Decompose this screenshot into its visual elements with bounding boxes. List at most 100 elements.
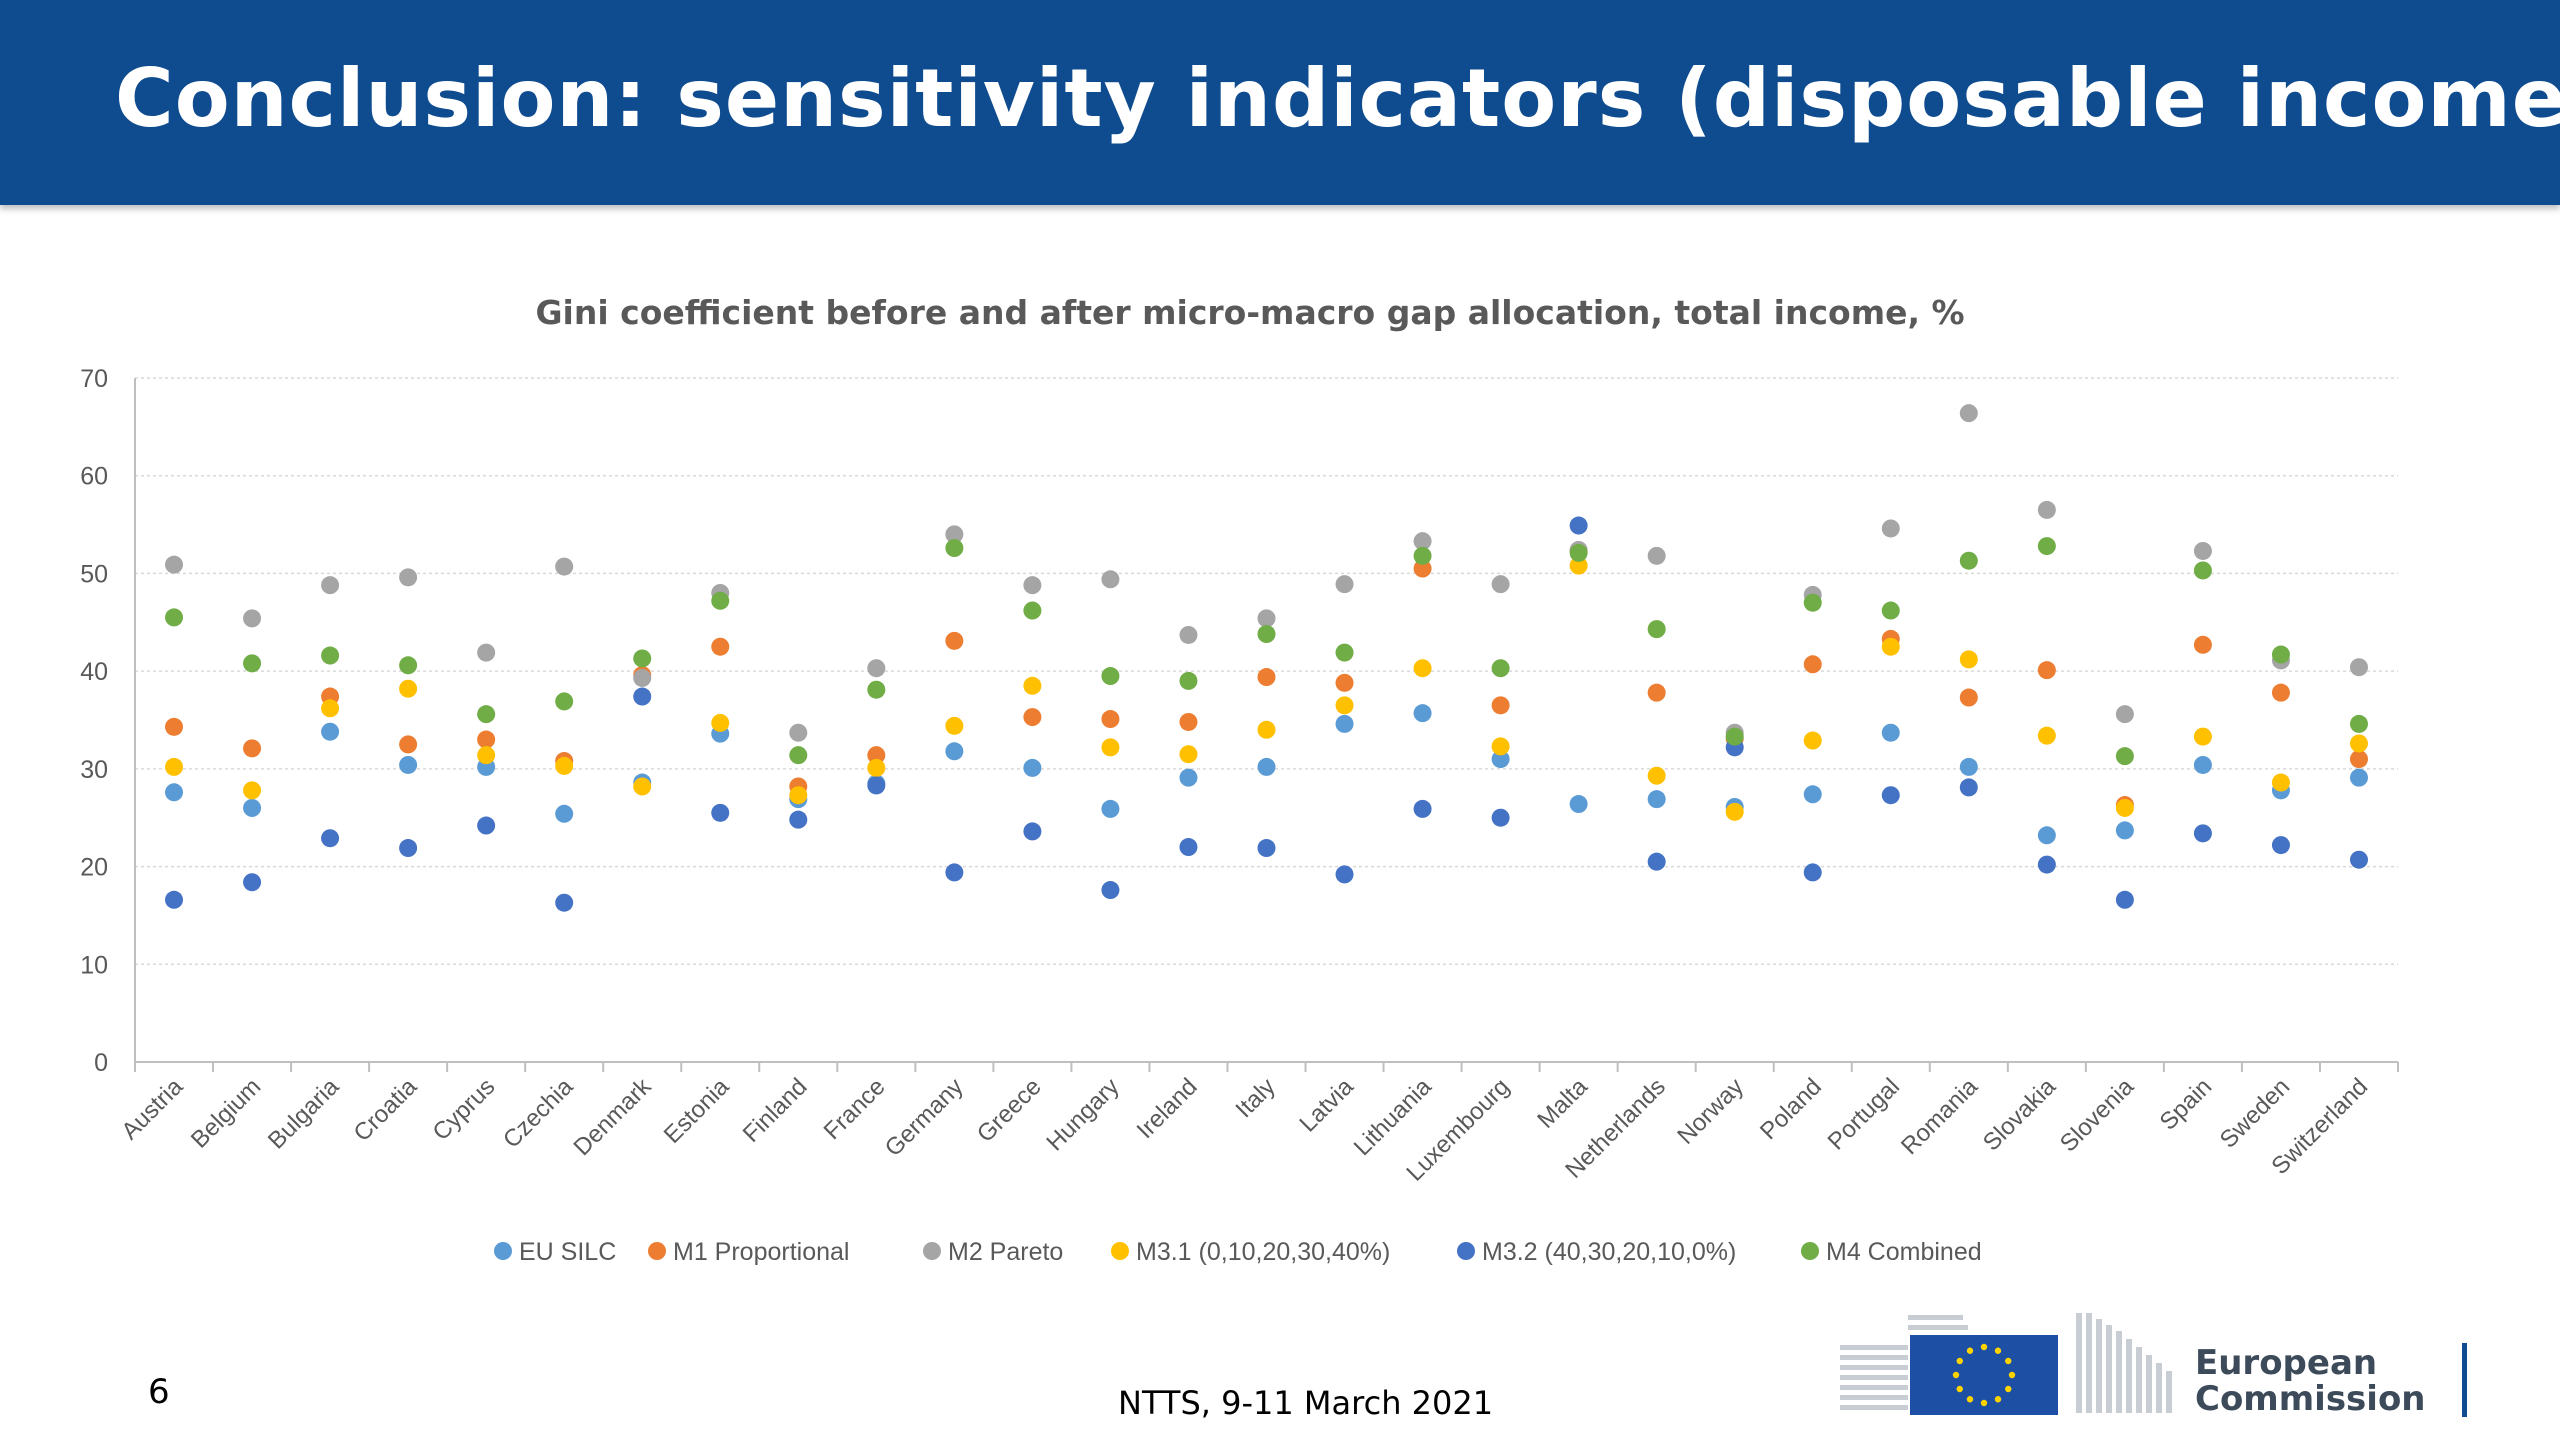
data-point xyxy=(1413,704,1432,723)
data-point xyxy=(1647,683,1666,702)
x-tick-label: Germany xyxy=(880,1073,969,1162)
data-point xyxy=(1803,655,1822,674)
data-point xyxy=(1101,667,1120,686)
data-point xyxy=(1335,714,1354,733)
data-point xyxy=(867,680,886,699)
data-point xyxy=(1023,601,1042,620)
ec-accent-bar xyxy=(2462,1343,2467,1417)
data-point xyxy=(1335,865,1354,884)
data-point xyxy=(2349,768,2368,787)
data-point xyxy=(1959,778,1978,797)
data-point xyxy=(1569,556,1588,575)
data-point xyxy=(1491,696,1510,715)
data-point xyxy=(1959,404,1978,423)
legend-marker xyxy=(494,1242,512,1260)
data-point xyxy=(1257,720,1276,739)
data-point xyxy=(711,803,730,822)
data-point xyxy=(945,716,964,735)
flag-star xyxy=(1994,1396,2002,1403)
legend-marker xyxy=(648,1242,666,1260)
data-point xyxy=(1023,758,1042,777)
data-point xyxy=(1413,799,1432,818)
data-point xyxy=(2037,661,2056,680)
data-point xyxy=(1335,696,1354,715)
legend-item: EU SILC xyxy=(494,1238,616,1266)
data-point xyxy=(165,555,184,574)
data-point xyxy=(789,723,808,742)
data-point xyxy=(1101,738,1120,757)
data-point xyxy=(2115,821,2134,840)
building-stripes-right xyxy=(2076,1313,2172,1413)
legend-marker xyxy=(1457,1242,1475,1260)
data-point xyxy=(1647,852,1666,871)
data-point xyxy=(945,525,964,544)
legend: EU SILC M1 Proportional M2 Pareto M3.1 (0,1… xyxy=(494,1238,1982,1266)
data-point xyxy=(1179,625,1198,644)
data-point xyxy=(2193,755,2212,774)
x-tick-label: Sweden xyxy=(2215,1073,2295,1153)
data-point xyxy=(1257,609,1276,628)
flag-star xyxy=(1994,1347,2002,1354)
data-point xyxy=(1413,532,1432,551)
x-tick-label: Croatia xyxy=(349,1073,423,1147)
x-tick-label: Norway xyxy=(1672,1073,1749,1150)
legend-label: M1 Proportional xyxy=(673,1238,849,1266)
data-point xyxy=(1959,757,1978,776)
data-point xyxy=(1959,650,1978,669)
data-point xyxy=(1023,822,1042,841)
data-point xyxy=(1881,637,1900,656)
data-point xyxy=(1023,576,1042,595)
data-point xyxy=(867,659,886,678)
data-point xyxy=(1569,543,1588,562)
data-point xyxy=(2349,734,2368,753)
x-tick-label: Portugal xyxy=(1823,1073,1905,1155)
data-point xyxy=(555,692,574,711)
data-point xyxy=(945,863,964,882)
data-point xyxy=(1569,516,1588,535)
x-tick-label: Slovakia xyxy=(1978,1073,2062,1157)
data-point xyxy=(165,890,184,909)
data-point xyxy=(1881,786,1900,805)
data-point xyxy=(1101,881,1120,900)
legend-label: M4 Combined xyxy=(1826,1238,1982,1266)
legend-label: M3.2 (40,30,20,10,0%) xyxy=(1482,1238,1736,1266)
data-point xyxy=(399,755,418,774)
data-point xyxy=(2193,561,2212,580)
data-point xyxy=(1257,839,1276,858)
data-point xyxy=(1491,808,1510,827)
data-point xyxy=(945,539,964,558)
data-point xyxy=(2115,798,2134,817)
data-point xyxy=(1491,750,1510,769)
data-point xyxy=(1335,673,1354,692)
data-point xyxy=(243,798,262,817)
data-point xyxy=(1569,795,1588,814)
flag-star xyxy=(1956,1357,1963,1365)
flag-star xyxy=(1956,1385,1963,1393)
data-point xyxy=(1803,593,1822,612)
ec-wordmark: European Commission xyxy=(2195,1345,2426,1417)
data-point xyxy=(555,756,574,775)
page-number: 6 xyxy=(148,1372,170,1412)
data-point xyxy=(1335,575,1354,594)
legend-marker xyxy=(923,1242,941,1260)
flag-star xyxy=(2005,1357,2012,1365)
y-tick-label: 40 xyxy=(80,658,108,686)
data-point xyxy=(1179,745,1198,764)
data-point xyxy=(477,643,496,662)
data-point xyxy=(1881,601,1900,620)
x-tick-label: Slovenia xyxy=(2055,1073,2140,1158)
x-tick-label: Cyprus xyxy=(428,1073,501,1146)
gridlines xyxy=(135,377,2398,966)
data-point xyxy=(2271,683,2290,702)
data-point xyxy=(477,730,496,749)
data-point xyxy=(555,893,574,912)
x-tick-label: Bulgaria xyxy=(263,1073,345,1155)
legend-marker xyxy=(1111,1242,1129,1260)
data-point xyxy=(2037,726,2056,745)
data-point xyxy=(789,786,808,805)
x-tick-label: Hungary xyxy=(1041,1073,1124,1156)
data-point xyxy=(1413,546,1432,565)
gini-scatter-chart: Gini coefficient before and after micro-… xyxy=(80,293,2399,1266)
data-point xyxy=(1725,802,1744,821)
data-point xyxy=(1959,688,1978,707)
